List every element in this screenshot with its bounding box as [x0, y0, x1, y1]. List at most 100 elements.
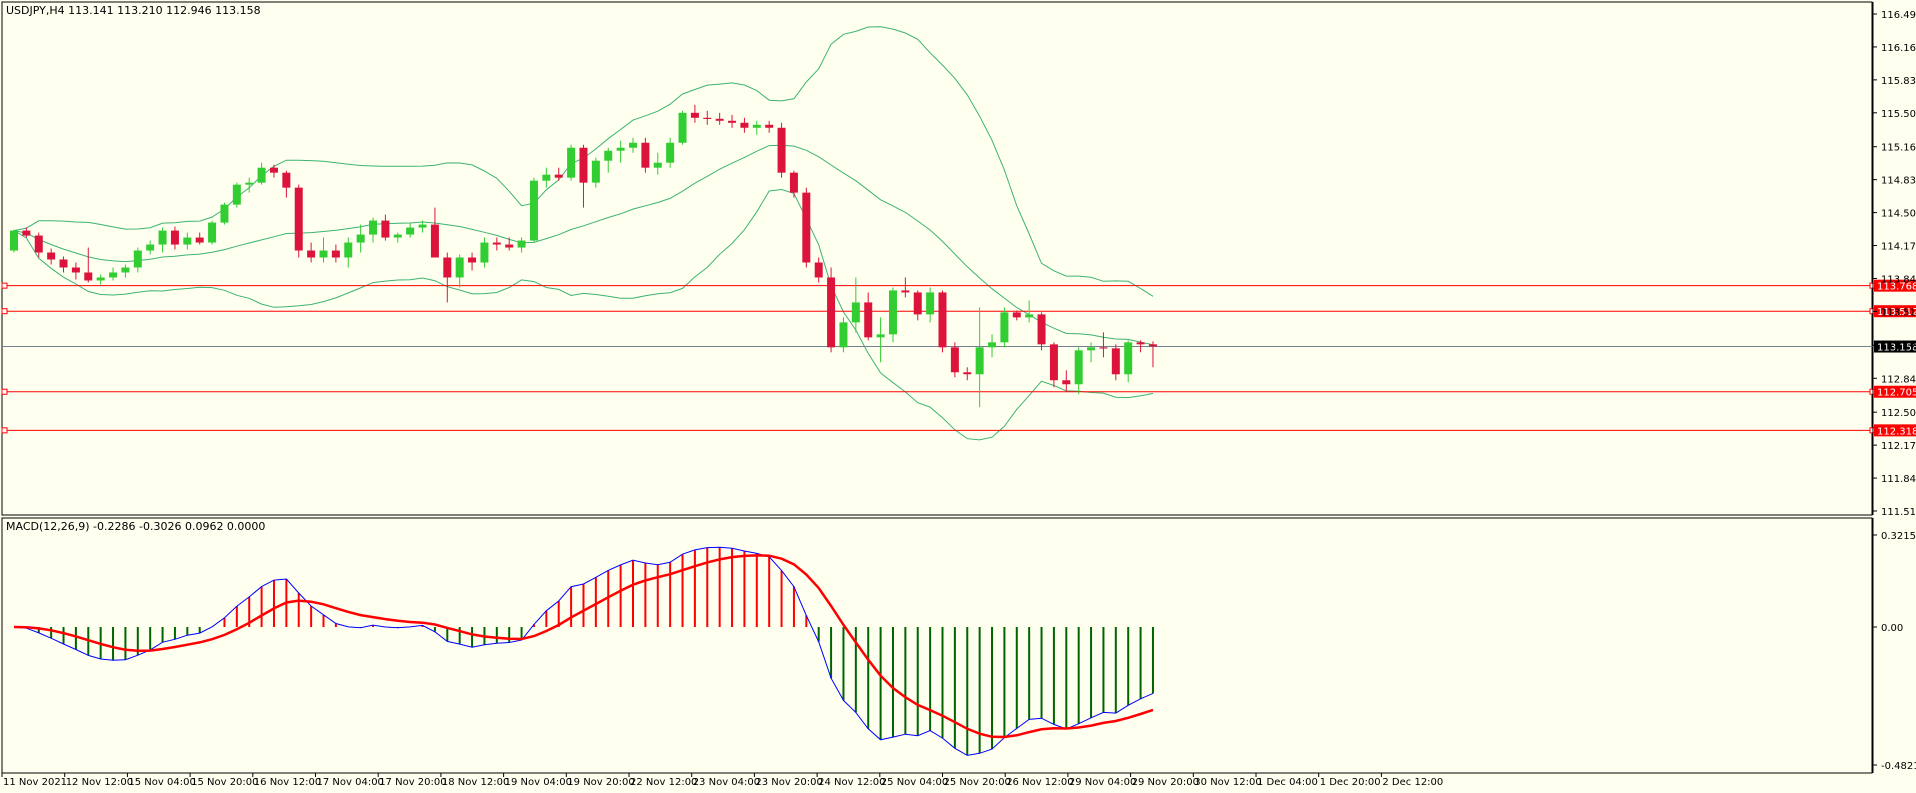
- price-tick-label: 115.500: [1881, 109, 1916, 120]
- candle-body: [245, 182, 254, 185]
- macd-tick-label: 0.00: [1881, 623, 1903, 634]
- candle-body: [195, 237, 204, 243]
- time-tick-label: 26 Nov 12:00: [1006, 777, 1073, 788]
- macd-lines: [13, 546, 1154, 756]
- level-price-tag: [1874, 385, 1916, 398]
- candle-body: [418, 224, 427, 228]
- candle-body: [988, 342, 997, 348]
- time-tick-label: 1 Dec 04:00: [1257, 777, 1318, 788]
- candle-body: [170, 230, 179, 245]
- price-tick-label: 114.830: [1881, 176, 1916, 187]
- candle-body: [604, 150, 613, 161]
- time-tick-label: 30 Nov 12:00: [1194, 777, 1261, 788]
- candle-body: [678, 112, 687, 143]
- time-tick-label: 29 Nov 20:00: [1132, 777, 1199, 788]
- level-anchor[interactable]: [1, 282, 8, 289]
- candle-body: [84, 272, 93, 281]
- candle-body: [1136, 342, 1145, 345]
- price-tick-label: 112.500: [1881, 408, 1916, 419]
- candle-body: [950, 347, 959, 373]
- price-tick-label: 115.830: [1881, 76, 1916, 87]
- macd-pane-frame: [1, 517, 1873, 774]
- price-tick-label: 114.500: [1881, 209, 1916, 220]
- candle-body: [765, 124, 774, 128]
- candle-body: [381, 220, 390, 238]
- price-tick-label: 113.510: [1881, 307, 1916, 318]
- time-tick-label: 2 Dec 12:00: [1382, 777, 1443, 788]
- candle-body: [34, 235, 43, 253]
- candle-body: [121, 267, 130, 273]
- time-tick-label: 23 Nov 04:00: [693, 777, 760, 788]
- candle-body: [257, 167, 266, 183]
- time-tick-label: 25 Nov 04:00: [881, 777, 948, 788]
- candle-body: [827, 277, 836, 348]
- time-tick-label: 23 Nov 20:00: [755, 777, 822, 788]
- candle-body: [492, 242, 501, 245]
- price-tick-label: 111.510: [1881, 507, 1916, 518]
- candle-body: [1025, 314, 1034, 318]
- candle-body: [1074, 350, 1083, 385]
- candle-body: [752, 124, 761, 128]
- time-tick-label: 25 Nov 20:00: [944, 777, 1011, 788]
- level-anchor[interactable]: [1, 427, 8, 434]
- candle-body: [133, 250, 142, 268]
- bollinger-lower: [13, 188, 1154, 441]
- candle-body: [430, 224, 439, 258]
- macd-pane[interactable]: MACD(12,26,9) -0.2286 -0.3026 0.0962 0.0…: [1, 517, 1873, 774]
- candle-body: [480, 242, 489, 263]
- candlesticks: [10, 104, 1157, 408]
- candle-body: [158, 230, 167, 245]
- candle-body: [591, 160, 600, 183]
- time-tick-label: 16 Nov 12:00: [254, 777, 321, 788]
- candle-body: [529, 180, 538, 241]
- candle-body: [393, 234, 402, 238]
- candle-body: [641, 142, 650, 168]
- candle-body: [1000, 312, 1009, 343]
- price-axis: 116.490 116.160 115.830 115.500 115.160 114.8…: [1872, 2, 1916, 518]
- candle-body: [1111, 348, 1120, 375]
- candle-body: [1148, 344, 1157, 347]
- price-tick-label: 116.160: [1881, 43, 1916, 54]
- candle-body: [888, 290, 897, 335]
- level-anchor[interactable]: [1, 308, 8, 315]
- candle-body: [47, 252, 56, 260]
- candle-body: [1012, 312, 1021, 318]
- level-price-label: 112.318: [1877, 426, 1916, 437]
- level-anchor[interactable]: [1, 388, 8, 395]
- horizontal-levels[interactable]: 113.768 113.512 112.705 112.318 113.158: [1, 279, 1916, 438]
- candle-body: [356, 234, 365, 243]
- candle-body: [542, 174, 551, 181]
- candle-body: [282, 172, 291, 188]
- candle-body: [1062, 380, 1071, 385]
- candle-body: [22, 230, 31, 236]
- candle-body: [567, 147, 576, 178]
- candle-body: [851, 302, 860, 323]
- candle-body: [183, 237, 192, 245]
- time-tick-label: 17 Nov 20:00: [379, 777, 446, 788]
- price-pane[interactable]: 113.768 113.512 112.705 112.318 113.158 USDJ…: [1, 1, 1916, 516]
- time-tick-label: 12 Nov 12:00: [66, 777, 133, 788]
- price-tick-label: 111.840: [1881, 474, 1916, 485]
- candle-body: [307, 250, 316, 258]
- macd-tick-label: 0.3215: [1881, 531, 1916, 542]
- price-tick-label: 113.170: [1881, 341, 1916, 352]
- time-tick-label: 29 Nov 04:00: [1069, 777, 1136, 788]
- candle-body: [269, 167, 278, 173]
- symbol-info: USDJPY,H4 113.141 113.210 112.946 113.15…: [6, 4, 261, 17]
- time-tick-label: 1 Dec 20:00: [1320, 777, 1381, 788]
- level-price-tag: [1874, 305, 1916, 318]
- candle-body: [913, 292, 922, 315]
- candle-body: [96, 277, 105, 281]
- candle-body: [331, 250, 340, 258]
- candle-body: [294, 187, 303, 251]
- candle-body: [406, 227, 415, 235]
- candle-body: [59, 259, 68, 268]
- level-price-label: 113.768: [1877, 282, 1916, 293]
- candle-body: [814, 262, 823, 278]
- candle-body: [1087, 347, 1096, 351]
- candle-body: [443, 257, 452, 278]
- candle-body: [715, 118, 724, 121]
